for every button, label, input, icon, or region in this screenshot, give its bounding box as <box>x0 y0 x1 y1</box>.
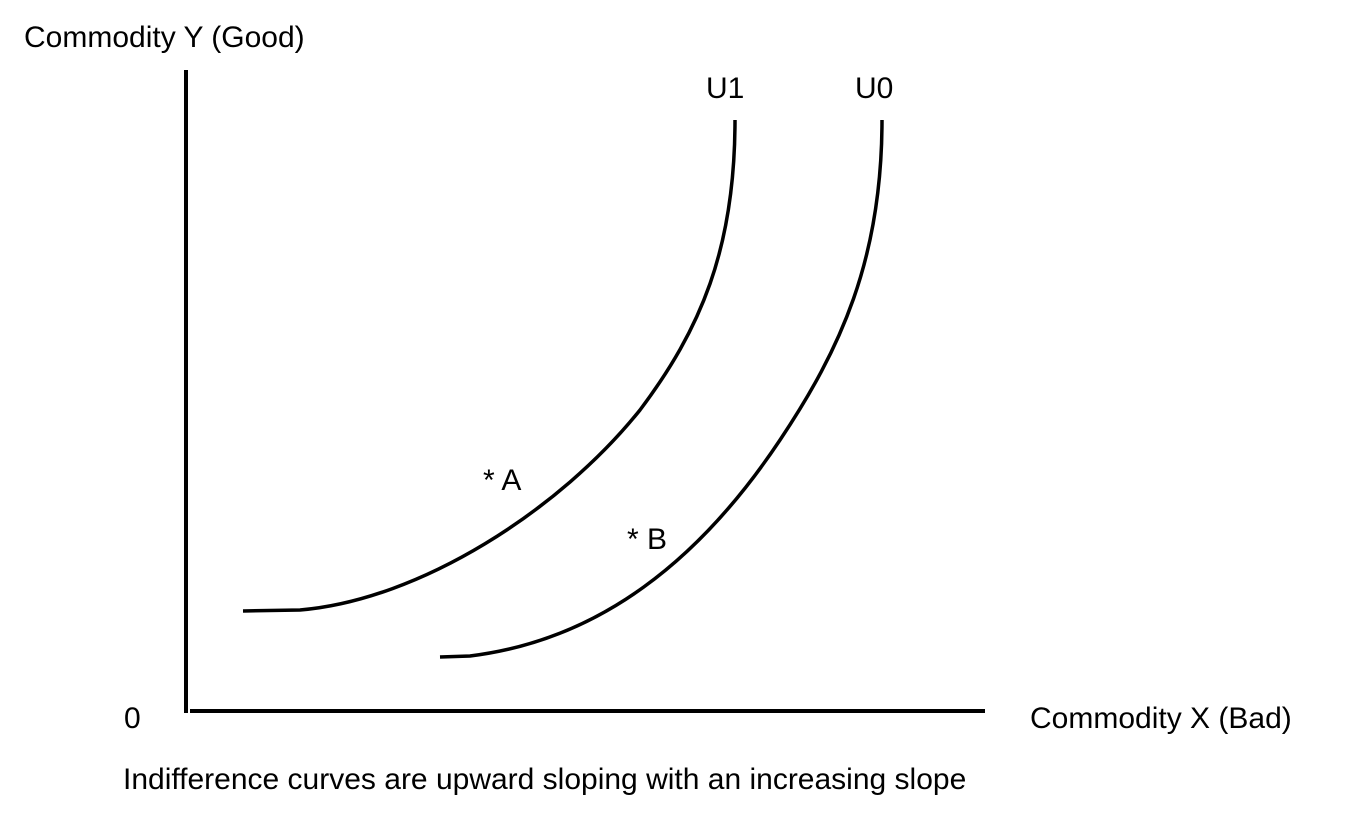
caption: Indifference curves are upward sloping w… <box>123 763 966 796</box>
point-label: * B <box>627 523 667 556</box>
curve-label: U1 <box>706 72 744 105</box>
indifference-curve-u0 <box>439 119 884 659</box>
point-label: * A <box>483 464 521 497</box>
y-axis-label: Commodity Y (Good) <box>24 21 305 54</box>
curve-label: U0 <box>855 72 893 105</box>
indifference-curve-u1 <box>242 119 737 613</box>
x-axis-label: Commodity X (Bad) <box>1030 702 1292 735</box>
origin-label: 0 <box>124 702 141 735</box>
